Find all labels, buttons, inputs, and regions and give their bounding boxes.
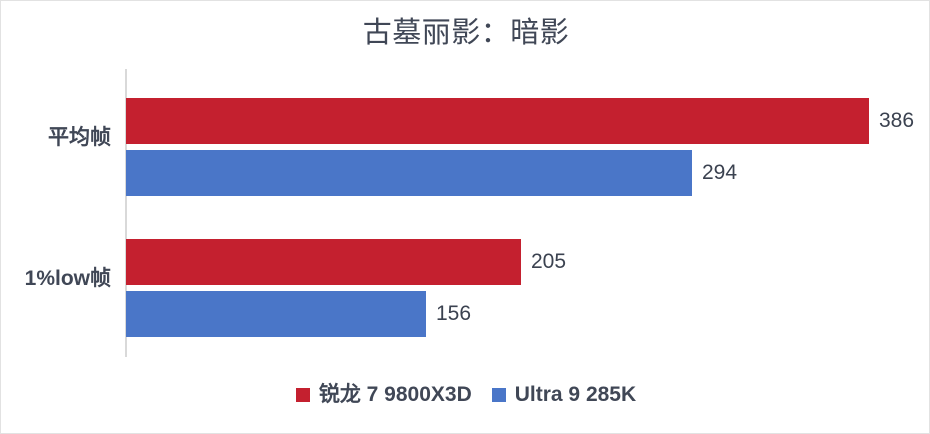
bar-series-group: 386 294 205 156 (126, 63, 929, 361)
plot-area: 平均帧 1%low帧 386 294 205 156 (1, 63, 929, 361)
bar-value-label: 205 (531, 250, 567, 273)
legend-item-ryzen: 锐龙 7 9800X3D (295, 383, 472, 407)
bar-value-label: 386 (879, 109, 915, 132)
legend-item-ultra: Ultra 9 285K (491, 383, 637, 407)
category-label-one-percent-low: 1%low帧 (24, 267, 111, 290)
bar-onepercentlow-ultra (126, 291, 426, 337)
bar-value-label: 156 (436, 302, 472, 325)
bar-average-ultra (126, 150, 692, 196)
legend-swatch-icon (491, 388, 506, 402)
bar-value-label: 294 (702, 161, 738, 184)
chart-legend: 锐龙 7 9800X3D Ultra 9 285K (1, 383, 929, 407)
legend-label: 锐龙 7 9800X3D (318, 383, 472, 406)
value-axis-line (125, 69, 127, 357)
bar-average-ryzen (126, 98, 869, 144)
bar-onepercentlow-ryzen (126, 239, 521, 285)
category-axis-labels: 平均帧 1%low帧 (1, 63, 119, 361)
category-label-average-fps: 平均帧 (48, 126, 111, 149)
legend-swatch-icon (295, 388, 310, 402)
chart-title: 古墓丽影：暗影 (362, 17, 570, 49)
legend-label: Ultra 9 285K (514, 383, 637, 406)
